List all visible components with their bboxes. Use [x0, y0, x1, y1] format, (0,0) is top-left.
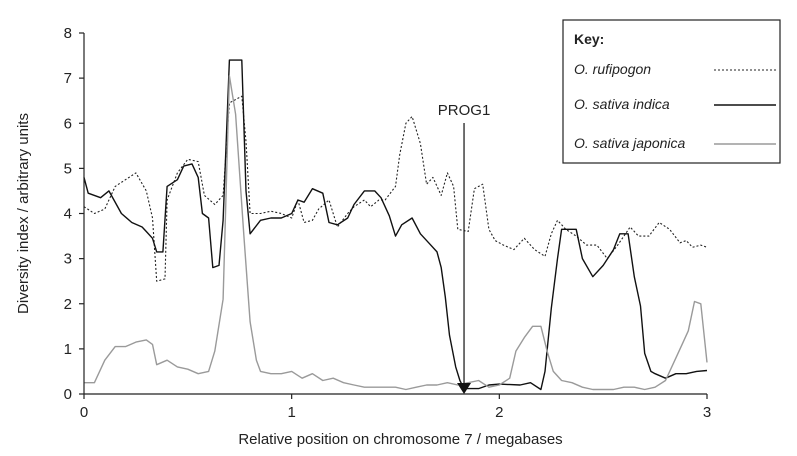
y-tick-label: 0 [64, 386, 72, 403]
series-lines [83, 59, 708, 391]
prog1-label: PROG1 [438, 102, 491, 119]
x-tick-label: 1 [287, 404, 295, 421]
y-tick-label: 5 [64, 160, 72, 177]
x-tick-label: 3 [703, 404, 711, 421]
series-line-0 [83, 95, 708, 282]
x-tick-label: 2 [495, 404, 503, 421]
y-axis-title: Diversity index / arbitrary units [15, 113, 32, 314]
x-tick-label: 0 [80, 404, 88, 421]
legend-label: O. sativa indica [574, 96, 670, 112]
legend-title: Key: [574, 31, 604, 47]
y-tick-label: 7 [64, 70, 72, 87]
legend-box [562, 19, 781, 164]
series-line-2 [84, 75, 708, 391]
prog1-marker-triangle [457, 383, 472, 394]
axes: 0 1 2 3 4 5 6 7 8 0 1 2 3 Relative position on chro… [15, 25, 711, 448]
y-tick-label: 1 [64, 341, 72, 358]
y-tick-label: 2 [64, 296, 72, 313]
legend-label: O. sativa japonica [574, 135, 685, 151]
x-axis-title: Relative position on chromosome 7 / mega… [238, 431, 562, 448]
y-tick-label: 6 [64, 115, 72, 132]
y-tick-label: 3 [64, 251, 72, 268]
y-tick-label: 4 [64, 206, 72, 223]
y-ticks: 0 1 2 3 4 5 6 7 8 [64, 25, 84, 403]
y-tick-label: 8 [64, 25, 72, 42]
legend-entries: O. rufipogon O. sativa indica O. sativa ja… [574, 61, 776, 151]
series-line-1 [83, 59, 708, 391]
x-ticks: 0 1 2 3 [80, 394, 711, 421]
legend-label: O. rufipogon [574, 61, 651, 77]
legend: Key: O. rufipogon O. sativa indica O. sati… [562, 19, 781, 164]
prog1-annotation: PROG1 [438, 102, 491, 394]
